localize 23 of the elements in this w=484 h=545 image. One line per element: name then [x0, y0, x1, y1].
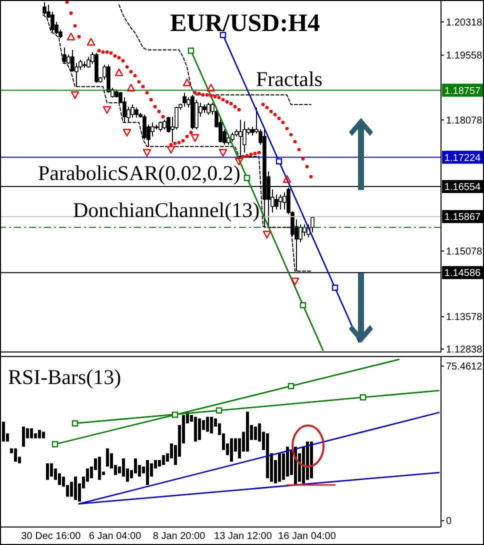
annotation: Fractals [256, 67, 322, 91]
ref-line-label: 1.15867 [444, 212, 482, 224]
x-tick-label: 30 Dec 16:00 [21, 531, 82, 542]
ref-line-label: 1.17224 [444, 152, 482, 164]
x-tick-label: 6 Jan 04:00 [88, 531, 142, 542]
chart-title: RSI-Bars(13) [8, 365, 122, 389]
x-tick-label: 8 Jan 20:00 [152, 531, 206, 542]
y-tick-label: 1.20318 [446, 18, 483, 28]
y-tick-label: 1.13578 [446, 312, 483, 324]
y-tick-label: 1.15078 [446, 246, 483, 258]
annotation: DonchianChannel(13) [73, 198, 260, 222]
y-tick-label: 1.12838 [446, 344, 483, 356]
annotation: ParabolicSAR(0.02,0.2) [38, 161, 240, 185]
x-tick-label: 13 Jan 12:00 [214, 531, 272, 542]
y-tick-label: 0 [446, 516, 452, 528]
x-tick-label: 16 Jan 04:00 [278, 531, 336, 542]
ref-line-label: 1.16554 [444, 182, 482, 194]
ref-line-label: 1.14586 [444, 268, 482, 280]
y-tick-label: 1.18078 [446, 115, 483, 126]
y-tick-label: 1.19558 [446, 50, 483, 62]
ref-line-label: 1.18757 [444, 86, 482, 97]
chart-title: EUR/USD:H4 [170, 10, 321, 37]
y-tick-label: 75.4612 [446, 362, 483, 373]
